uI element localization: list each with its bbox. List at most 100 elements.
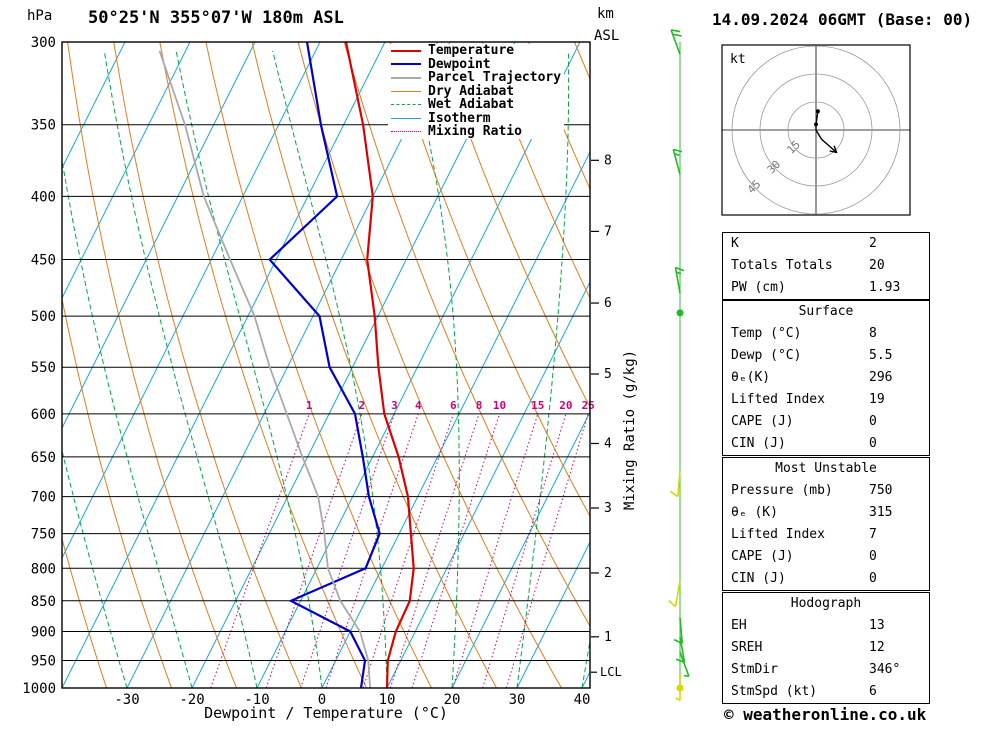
legend-item-dewpoint: Dewpoint (391, 57, 561, 72)
legend-label: Dry Adiabat (428, 83, 515, 99)
mixing-ratio-value-label: 4 (415, 399, 422, 412)
table-row: Temp (°C) 8 (723, 323, 929, 345)
temp-tick-label: -30 (114, 692, 139, 708)
hodograph-ring (731, 45, 901, 215)
sounding-curves (158, 42, 415, 688)
legend-swatch-dewpoint-line (391, 63, 421, 66)
row-value: 19 (869, 392, 885, 407)
wind-barb-tick (668, 600, 677, 608)
table-row: EH 13 (723, 615, 929, 637)
table-title: Surface (798, 304, 854, 319)
row-value: 0 (869, 436, 877, 451)
altitude-unit-km: km (597, 6, 614, 22)
row-value: 346° (869, 662, 901, 677)
most-unstable-table: Most Unstable Pressure (mb) 750 θₑ (K) 3… (722, 457, 930, 591)
km-tick-label: 1 (604, 630, 612, 645)
mixing-ratio-value-label: 25 (582, 399, 595, 412)
row-label: CIN (J) (731, 571, 786, 586)
pressure-tick-label: 750 (31, 527, 56, 543)
row-label: CAPE (J) (731, 549, 794, 564)
isotherm-line (62, 42, 386, 688)
table-row: StmDir 346° (723, 659, 929, 681)
pressure-tick-label: 300 (31, 35, 56, 51)
temp-tick-label: 20 (444, 692, 461, 708)
legend-item-temperature: Temperature (391, 43, 561, 58)
table-row: CAPE (J) 0 (723, 546, 929, 568)
dry-adiabat-line (435, 42, 590, 409)
legend-item-isotherm: Isotherm (391, 110, 561, 126)
pressure-tick-label: 450 (31, 253, 56, 269)
isotherm-line (62, 42, 256, 430)
mixing-ratio-value-label: 3 (391, 399, 398, 412)
station-title: 50°25'N 355°07'W 180m ASL (88, 8, 344, 28)
wet-adiabat-line (62, 448, 128, 688)
row-value: 6 (869, 684, 877, 699)
table-row: K 2 (723, 233, 929, 255)
row-label: PW (cm) (731, 280, 786, 295)
wind-barb-tick (672, 33, 682, 37)
table-row: CIN (J) 0 (723, 568, 929, 590)
row-value: 7 (869, 527, 877, 542)
dewpoint-curve (268, 42, 381, 688)
altitude-unit-asl: ASL (594, 28, 620, 44)
row-value: 0 (869, 549, 877, 564)
row-label: StmSpd (kt) (731, 684, 818, 699)
hodograph-ring (787, 101, 845, 159)
legend-swatch-mixing-ratio-line (391, 131, 421, 133)
legend-label: Isotherm (428, 110, 491, 126)
pressure-tick-label: 600 (31, 407, 56, 423)
isotherm-line (62, 42, 126, 170)
mixing-ratio-value-label: 1 (306, 399, 313, 412)
wet-adiabat-line (175, 50, 323, 688)
surface-table: Surface Temp (°C) 8 Dewp (°C) 5.5 θₑ(K) … (722, 300, 930, 456)
isotherm-line (126, 42, 451, 688)
legend-swatch-parcel-trajectory-line (391, 76, 421, 79)
row-value: 0 (869, 414, 877, 429)
pressure-tick-label: 700 (31, 490, 56, 506)
row-label: θₑ(K) (731, 370, 771, 385)
km-tick-label: 5 (604, 367, 612, 382)
hodograph-table: Hodograph EH 13 SREH 12 StmDir 346° StmS… (722, 592, 930, 704)
wind-barb-shaft (674, 267, 681, 294)
copyright: © weatheronline.co.uk (724, 705, 927, 724)
wet-adiabat-line (409, 50, 460, 688)
dry-adiabat-line (62, 536, 107, 688)
chart-axes: 1 2 3 4 6 8 10 15 20 2530035040045050055060065070… (22, 35, 621, 708)
wind-barb-shaft (670, 29, 681, 55)
wind-barb-shaft (672, 149, 681, 175)
row-value: 1.93 (869, 280, 901, 295)
pressure-tick-label: 1000 (22, 681, 56, 697)
wet-adiabat-line (62, 157, 193, 688)
wind-barb-shaft (679, 651, 690, 677)
isotherm-line (256, 42, 581, 688)
dry-adiabat-line (67, 42, 237, 688)
mixing-ratio-axis-label: Mixing Ratio (g/kg) (622, 349, 638, 511)
wind-barb-half-tick (676, 271, 682, 275)
x-axis-label: Dewpoint / Temperature (°C) (204, 704, 448, 722)
table-row: StmSpd (kt) 6 (723, 681, 929, 703)
isotherm-line (321, 150, 590, 688)
mixing-ratio-value-label: 6 (450, 399, 457, 412)
wind-level-dot (676, 309, 684, 317)
wind-barb-column (668, 29, 690, 702)
datetime-title: 14.09.2024 06GMT (Base: 00) (712, 10, 973, 29)
legend-label: Wet Adiabat (428, 97, 515, 113)
pressure-tick-label: 650 (31, 450, 56, 466)
km-tick-label: 8 (604, 153, 612, 168)
km-tick-label: 4 (604, 436, 612, 451)
row-value: 0 (869, 571, 877, 586)
legend-label: Parcel Trajectory (428, 70, 562, 86)
wind-barb-half-tick (675, 697, 681, 702)
pressure-tick-label: 800 (31, 561, 56, 577)
mixing-ratio-line (482, 413, 567, 688)
wind-barb-tick (673, 148, 683, 153)
chart-background (62, 42, 590, 688)
mixing-ratio-value-label: 8 (476, 399, 483, 412)
hodograph-trace-dot (814, 122, 818, 127)
legend-swatch-temperature-line (391, 49, 421, 52)
pressure-tick-label: 550 (31, 360, 56, 376)
row-label: CAPE (J) (731, 414, 794, 429)
table-row: θₑ (K) 315 (723, 502, 929, 524)
pressure-tick-label: 400 (31, 189, 56, 205)
